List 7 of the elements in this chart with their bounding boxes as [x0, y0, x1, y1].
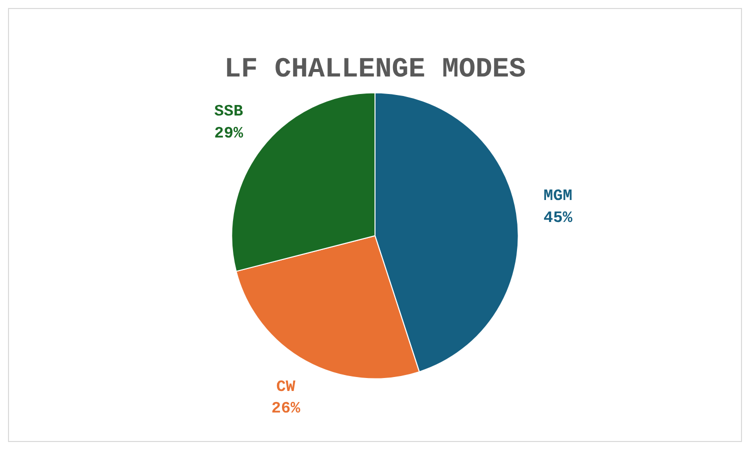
- slice-label: SSB: [214, 102, 244, 121]
- slice-label: CW: [276, 378, 296, 396]
- data-label: 45%: [544, 208, 573, 227]
- slice-label: MGM: [544, 186, 572, 205]
- data-label: 29%: [214, 124, 244, 142]
- chart-title: LF CHALLENGE MODES: [224, 54, 526, 86]
- data-label: 26%: [271, 400, 301, 418]
